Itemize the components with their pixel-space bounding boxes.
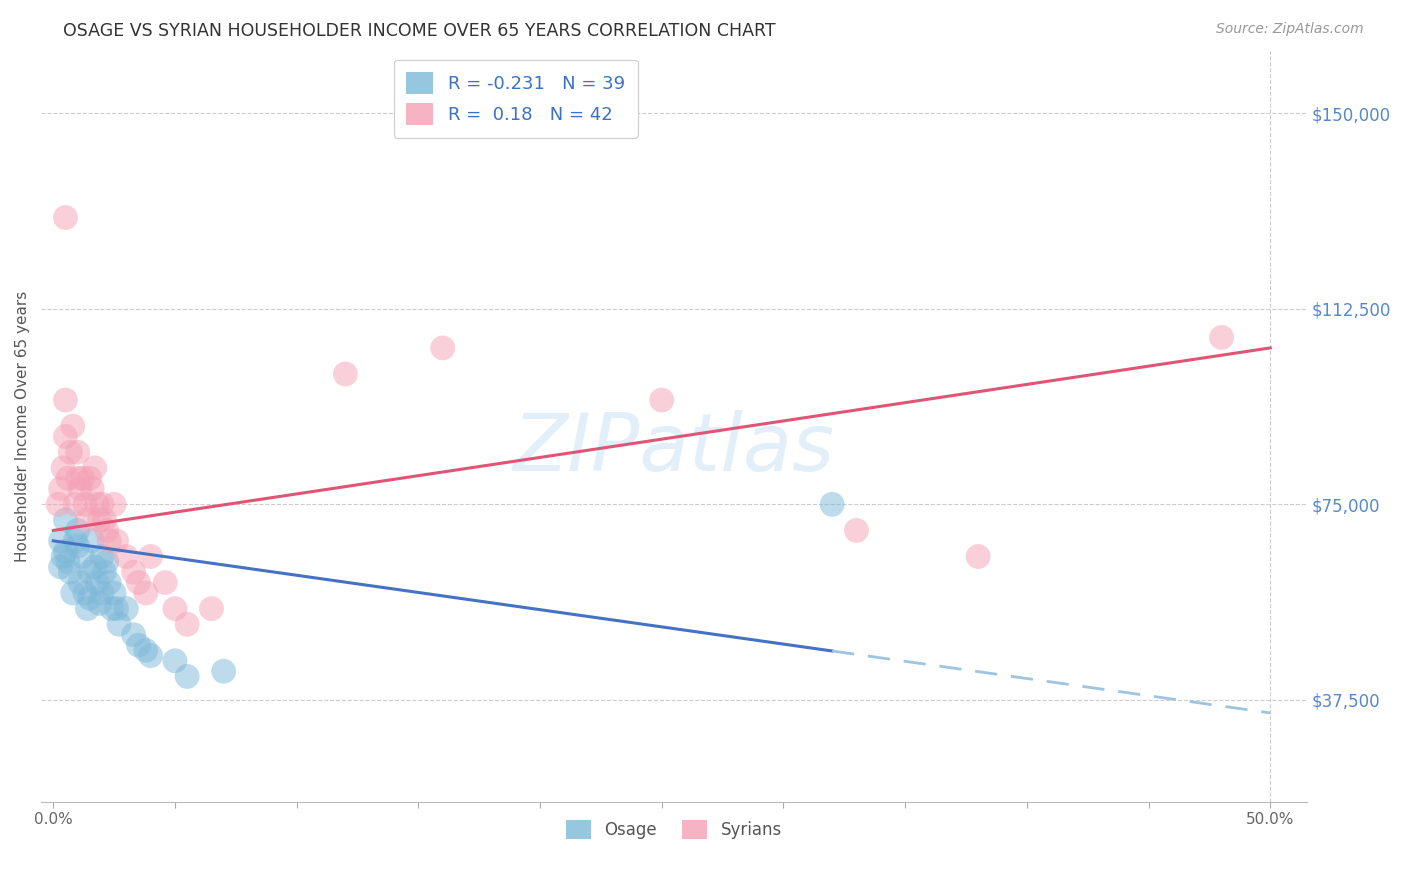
Point [49,560,72,574]
Point [122,565,145,579]
Point [98,575,121,590]
Point [91,549,114,564]
Point [127,575,149,590]
Point [55,544,77,558]
Point [127,638,149,652]
Point [163,654,186,668]
Point [63,497,86,511]
Point [62,419,84,434]
Point [103,586,125,600]
Point [105,533,128,548]
Point [63,533,86,548]
Text: Source: ZipAtlas.com: Source: ZipAtlas.com [1216,22,1364,37]
Point [83,560,105,574]
Point [55,392,77,407]
Point [86,497,108,511]
Point [163,601,186,615]
Point [66,524,89,538]
Point [49,533,72,548]
Text: ZIPatlas: ZIPatlas [513,409,835,488]
Point [821,497,844,511]
Point [96,524,118,538]
Point [115,549,138,564]
Point [139,648,162,663]
Point [135,643,157,657]
Point [73,586,96,600]
Point [200,601,222,615]
Legend: Osage, Syrians: Osage, Syrians [560,814,789,846]
Point [82,482,104,496]
Point [52,460,75,475]
Point [79,591,101,606]
Point [66,445,89,459]
Point [55,513,77,527]
Point [69,482,91,496]
Point [176,617,198,632]
Point [89,513,111,527]
Point [108,617,131,632]
Point [93,565,115,579]
Point [82,533,104,548]
Y-axis label: Householder Income Over 65 years: Householder Income Over 65 years [15,291,30,562]
Point [55,429,77,443]
Point [432,341,454,355]
Point [76,601,98,615]
Point [59,565,82,579]
Point [91,586,114,600]
Point [89,596,111,610]
Point [100,601,122,615]
Point [105,601,128,615]
Point [46,497,69,511]
Point [176,669,198,683]
Text: OSAGE VS SYRIAN HOUSEHOLDER INCOME OVER 65 YEARS CORRELATION CHART: OSAGE VS SYRIAN HOUSEHOLDER INCOME OVER … [63,22,776,40]
Point [98,533,121,548]
Point [139,549,162,564]
Point [72,471,94,485]
Point [967,549,990,564]
Point [66,539,89,553]
Point [155,575,177,590]
Point [49,482,72,496]
Point [73,497,96,511]
Point [62,586,84,600]
Point [56,471,79,485]
Point [135,586,157,600]
Point [335,367,357,381]
Point [66,471,89,485]
Point [122,628,145,642]
Point [103,497,125,511]
Point [1211,330,1233,344]
Point [83,460,105,475]
Point [651,392,673,407]
Point [115,601,138,615]
Point [56,555,79,569]
Point [91,497,114,511]
Point [72,549,94,564]
Point [96,555,118,569]
Point [93,513,115,527]
Point [76,513,98,527]
Point [79,565,101,579]
Point [212,664,235,678]
Point [86,575,108,590]
Point [55,211,77,225]
Point [52,549,75,564]
Point [845,524,868,538]
Point [69,575,91,590]
Point [79,471,101,485]
Point [59,445,82,459]
